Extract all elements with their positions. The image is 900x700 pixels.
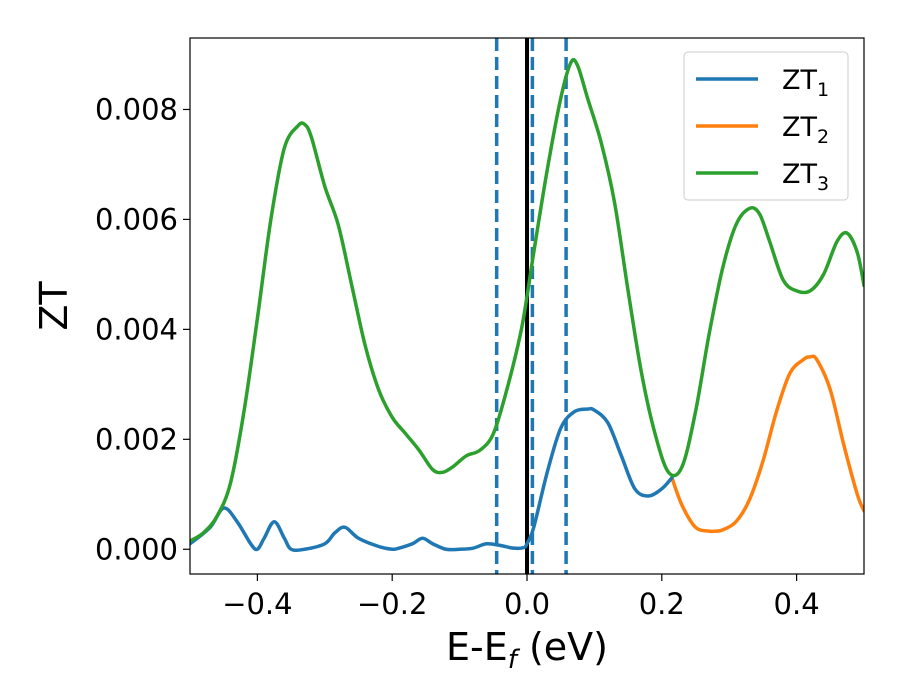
x-tick-label: 0.2 <box>639 587 685 621</box>
x-axis-label: E-Ef (eV) <box>446 625 608 675</box>
legend-label-zt3: ZT3 <box>782 159 829 195</box>
y-tick-label: 0.004 <box>95 312 178 346</box>
series-line-zt2 <box>670 354 864 534</box>
y-tick-label: 0.008 <box>95 92 178 126</box>
series-layer <box>190 57 864 553</box>
y-tick-label: 0.002 <box>95 422 178 456</box>
y-axis-label: ZT <box>32 281 76 331</box>
x-tick-label: −0.4 <box>222 587 292 621</box>
y-tick-label: 0.000 <box>95 532 178 566</box>
legend-frame <box>683 51 849 201</box>
legend-label-zt1: ZT1 <box>782 65 829 101</box>
series-line-zt3 <box>190 57 864 543</box>
x-tick-label: −0.2 <box>357 587 427 621</box>
series-line-zt1 <box>190 406 674 553</box>
y-axis: 0.000 0.002 0.004 0.006 0.008 <box>95 92 190 566</box>
x-axis-label-main: E-E <box>446 625 508 669</box>
legend-label-zt2: ZT2 <box>782 112 829 148</box>
x-axis: −0.4 −0.2 0.0 0.2 0.4 <box>222 574 820 621</box>
y-tick-label: 0.006 <box>95 202 178 236</box>
x-tick-label: 0.4 <box>774 587 820 621</box>
legend: ZT1 ZT2 ZT3 <box>683 51 849 201</box>
x-axis-label-unit: (eV) <box>517 625 608 669</box>
x-tick-label: 0.0 <box>504 587 550 621</box>
